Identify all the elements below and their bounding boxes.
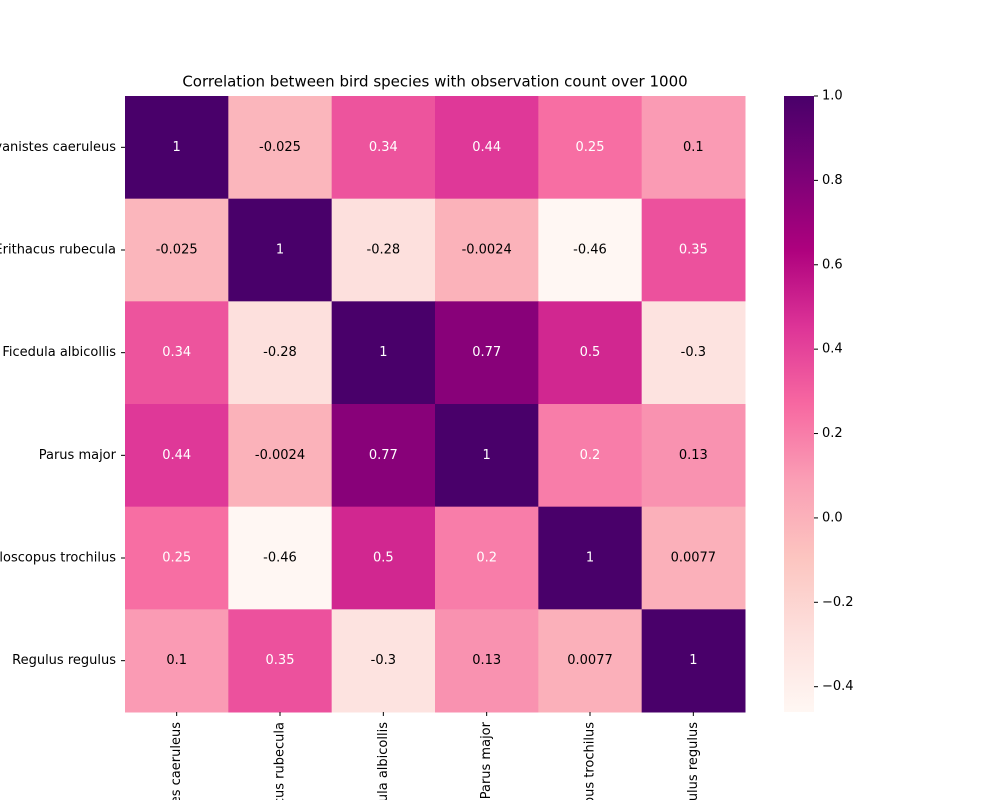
cell-label: 0.5 (373, 551, 394, 566)
heatmap-cell (641, 404, 746, 508)
heatmap-cell (435, 404, 539, 508)
heatmap-cell (125, 198, 229, 302)
heatmap-cell (538, 96, 643, 200)
cell-label: -0.0024 (462, 243, 512, 258)
cell-label: 0.34 (369, 140, 398, 155)
heatmap-cell (538, 609, 643, 713)
cell-label: 1 (689, 653, 697, 668)
heatmap-cell (435, 609, 539, 713)
cell-label: 1 (276, 243, 284, 258)
heatmap-cell (125, 96, 229, 200)
cell-label: -0.3 (371, 653, 396, 668)
cell-label: 0.35 (266, 653, 295, 668)
x-tick-label: Cyanistes caeruleus (169, 722, 184, 800)
heatmap-cell (228, 506, 333, 610)
cell-label: 0.0077 (567, 653, 613, 668)
heatmap-cell (331, 198, 436, 302)
colorbar-tick-label: −0.2 (822, 595, 854, 610)
colorbar-tick-label: 0.4 (822, 342, 843, 357)
heatmap-cell (435, 198, 539, 302)
heatmap-cell (331, 96, 436, 200)
cell-label: 0.0077 (671, 551, 717, 566)
heatmap-cell (331, 609, 436, 713)
heatmap-cell (435, 506, 539, 610)
colorbar-tick-label: 0.6 (822, 257, 843, 272)
cell-label: 0.13 (472, 653, 501, 668)
heatmap-cell (331, 506, 436, 610)
y-tick-label: Parus major (39, 448, 117, 463)
y-tick-label: Ficedula albicollis (2, 345, 116, 360)
x-tick-label: Phylloscopus trochilus (583, 722, 598, 800)
cell-label: -0.28 (263, 345, 297, 360)
cell-label: 0.5 (580, 345, 601, 360)
cell-label: 0.13 (679, 448, 708, 463)
cell-label: -0.28 (367, 243, 401, 258)
cell-label: 0.1 (683, 140, 704, 155)
cell-label: 1 (483, 448, 491, 463)
colorbar-tick-label: 0.2 (822, 426, 843, 441)
heatmap-cell (125, 301, 229, 405)
cell-label: 1 (586, 551, 594, 566)
cell-label: 0.35 (679, 243, 708, 258)
heatmap-cell (331, 404, 436, 508)
cell-label: -0.025 (259, 140, 301, 155)
cell-label: -0.0024 (255, 448, 305, 463)
heatmap-cell (538, 404, 643, 508)
x-tick-label: Parus major (479, 721, 494, 799)
cell-label: -0.025 (156, 243, 198, 258)
cell-label: 1 (379, 345, 387, 360)
heatmap-cell (641, 198, 746, 302)
cell-label: 1 (173, 140, 181, 155)
heatmap-cell (538, 301, 643, 405)
colorbar-tick-label: 0.0 (822, 510, 843, 525)
cell-label: 0.25 (162, 551, 191, 566)
cell-label: -0.46 (573, 243, 607, 258)
heatmap-cell (435, 96, 539, 200)
x-tick-label: Ficedula albicollis (376, 722, 391, 800)
colorbar-tick-label: 1.0 (822, 89, 843, 104)
heatmap-cell (228, 301, 333, 405)
cell-label: -0.3 (681, 345, 706, 360)
y-tick-label: Regulus regulus (12, 653, 116, 668)
cell-label: 0.44 (472, 140, 501, 155)
chart-title: Correlation between bird species with ob… (182, 73, 687, 91)
colorbar-tick-label: −0.4 (822, 679, 854, 694)
heatmap-cell (228, 609, 333, 713)
colorbar-tick-label: 0.8 (822, 173, 843, 188)
cell-label: 0.34 (162, 345, 191, 360)
heatmap-cell (228, 96, 333, 200)
cell-label: 0.25 (576, 140, 605, 155)
heatmap-cell (538, 198, 643, 302)
heatmap-cell (641, 96, 746, 200)
y-tick-label: Phylloscopus trochilus (0, 551, 116, 566)
heatmap-cell (435, 301, 539, 405)
heatmap-cell (228, 198, 333, 302)
cell-label: 0.77 (472, 345, 501, 360)
y-tick-label: Cyanistes caeruleus (0, 140, 116, 155)
heatmap-cell (125, 404, 229, 508)
heatmap-cell (125, 506, 229, 610)
heatmap-cell (125, 609, 229, 713)
cell-label: 0.2 (476, 551, 497, 566)
x-tick-label: Regulus regulus (686, 722, 701, 800)
heatmap-cell (331, 301, 436, 405)
cell-label: 0.44 (162, 448, 191, 463)
heatmap-cell (641, 301, 746, 405)
cell-label: -0.46 (263, 551, 297, 566)
heatmap-cell (641, 506, 746, 610)
colorbar (784, 96, 814, 712)
heatmap-cell (228, 404, 333, 508)
heatmap-cell (641, 609, 746, 713)
y-tick-label: Erithacus rubecula (0, 243, 116, 258)
cell-label: 0.77 (369, 448, 398, 463)
cell-label: 0.1 (166, 653, 187, 668)
heatmap-cell (538, 506, 643, 610)
cell-label: 0.2 (580, 448, 601, 463)
x-tick-label: Erithacus rubecula (273, 722, 288, 800)
